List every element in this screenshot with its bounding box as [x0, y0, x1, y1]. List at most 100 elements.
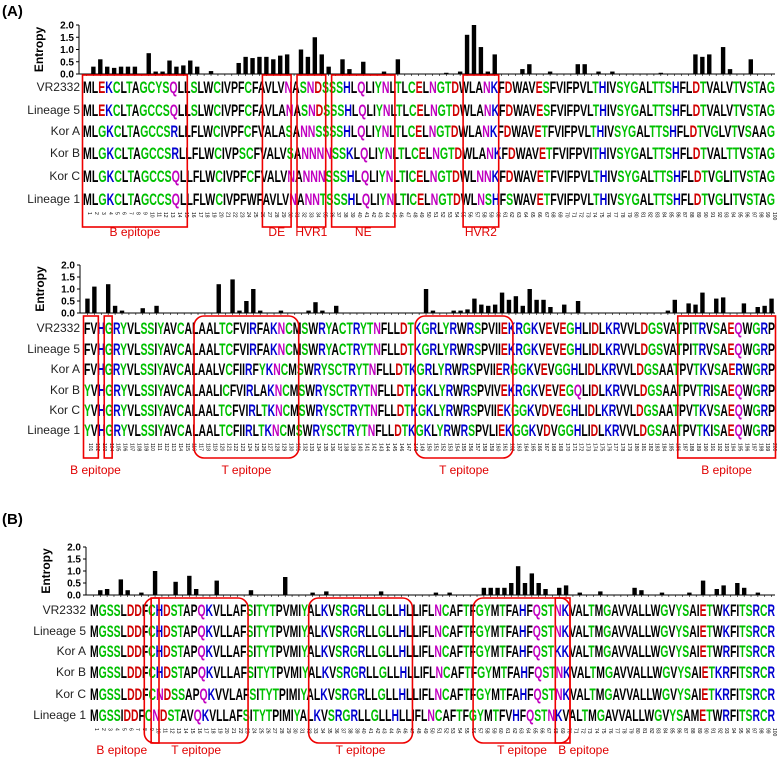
- position-number: 77: [612, 212, 618, 218]
- position-number: 84: [660, 212, 666, 218]
- position-number: 15: [183, 212, 189, 218]
- position-number: 176: [605, 443, 611, 452]
- position-number: 55: [463, 728, 469, 734]
- position-number: 26: [264, 728, 270, 734]
- epitope-label: T epitope: [221, 463, 271, 477]
- row-label: Lineage 1: [27, 423, 80, 437]
- position-number: 154: [453, 443, 459, 452]
- entropy-bar: [230, 279, 235, 313]
- entropy-bar: [91, 66, 96, 74]
- row-label: VR2332: [43, 603, 87, 617]
- position-number: 104: [108, 443, 114, 452]
- position-number: 73: [584, 212, 590, 218]
- position-number: 97: [750, 212, 756, 218]
- position-number: 9: [141, 212, 147, 215]
- position-number: 167: [543, 443, 549, 452]
- position-number: 66: [536, 212, 542, 218]
- position-number: 139: [350, 443, 356, 452]
- entropy-bar: [98, 590, 103, 595]
- position-number: 52: [442, 728, 448, 734]
- position-number: 1: [86, 212, 92, 215]
- entropy-bar: [700, 56, 705, 74]
- sequence-letters: FVHGRYVLSSIYAVCALAALTCFVIRFAKNCMSWRYACTR…: [84, 340, 775, 359]
- position-number: 46: [401, 728, 407, 734]
- row-label: Lineage 5: [27, 342, 80, 356]
- position-number: 33: [308, 212, 314, 218]
- entropy-bar: [153, 71, 158, 74]
- position-number: 49: [422, 728, 428, 734]
- entropy-bar: [139, 592, 144, 595]
- position-number: 163: [515, 443, 521, 452]
- epitope-box: [143, 597, 249, 744]
- position-number: 61: [504, 728, 510, 734]
- entropy-bar: [284, 54, 290, 74]
- epitope-label: HVR2: [465, 225, 497, 239]
- entropy-bar: [244, 301, 249, 313]
- position-number: 6: [127, 728, 133, 731]
- row-label: Kor C: [49, 169, 80, 183]
- entropy-bar: [251, 289, 256, 313]
- position-number: 115: [184, 443, 190, 451]
- position-number: 130: [287, 443, 293, 452]
- sequence-row: Kor B MGSSLDDFCHDSTAPQKVLLAFSITYTPVMIYALK…: [56, 663, 775, 682]
- position-number: 4: [107, 212, 113, 215]
- position-number: 48: [411, 212, 417, 218]
- entropy-bar: [85, 298, 90, 313]
- sequence-letters: MGSSLDDFCHDSTAPQKVLLAFSITYTPVMIYALKVSRGR…: [90, 622, 775, 641]
- entropy-bar: [313, 302, 318, 313]
- position-number: 37: [340, 728, 346, 734]
- y-tick-label: 0.5: [60, 57, 74, 68]
- position-number: 27: [266, 212, 272, 218]
- position-number: 153: [446, 443, 452, 452]
- position-number: 120: [218, 443, 224, 452]
- position-number: 37: [335, 212, 341, 218]
- position-number: 128: [274, 443, 280, 452]
- position-number: 15: [189, 728, 195, 734]
- position-number: 22: [237, 728, 243, 734]
- position-number: 172: [578, 443, 584, 452]
- position-number: 2: [93, 212, 99, 215]
- position-number: 95: [737, 212, 743, 218]
- entropy-bar: [659, 592, 665, 595]
- position-number: 46: [397, 212, 403, 218]
- position-number: 43: [381, 728, 387, 734]
- position-number: 39: [349, 212, 355, 218]
- sequence-row: Kor A FVHGRYVLSSIYAVCALAALVCFIIRFYKNCMSWR…: [51, 360, 775, 379]
- position-number: 59: [487, 212, 493, 218]
- entropy-bar: [118, 66, 124, 74]
- entropy-bar: [548, 307, 553, 313]
- position-number: 161: [502, 443, 508, 452]
- sequence-row: Lineage 5 FVHGRYVLSSIYAVCALAALTCFVIRFAKNC…: [27, 340, 775, 359]
- position-number: 5: [120, 728, 126, 731]
- entropy-bar: [721, 585, 726, 595]
- position-number: 125: [253, 443, 259, 452]
- position-number: 34: [319, 728, 325, 734]
- position-number: 191: [709, 443, 715, 452]
- epitope-label: DE: [268, 225, 285, 239]
- entropy-bar: [92, 286, 97, 313]
- entropy-bar: [320, 310, 325, 313]
- position-number: 64: [525, 728, 531, 734]
- position-number: 99: [764, 728, 770, 734]
- position-number: 29: [285, 728, 291, 734]
- position-number: 162: [509, 443, 515, 452]
- panel-label: (A): [2, 3, 23, 20]
- position-number: 61: [501, 212, 507, 218]
- entropy-bar: [598, 591, 603, 595]
- entropy-axis: 0.00.51.01.52.0 Entropy: [39, 543, 775, 602]
- entropy-bar: [479, 304, 484, 313]
- position-number: 7: [134, 728, 140, 731]
- position-number: 126: [260, 443, 266, 452]
- position-number: 21: [230, 728, 236, 734]
- entropy-bar: [160, 71, 165, 74]
- y-tick-label: 0.0: [67, 591, 81, 602]
- entropy-bar: [735, 583, 740, 595]
- entropy-bar: [444, 72, 449, 74]
- position-number: 78: [619, 212, 625, 218]
- position-number: 75: [598, 212, 604, 218]
- position-number: 89: [696, 728, 702, 734]
- entropy-bar: [283, 577, 288, 595]
- position-number: 72: [579, 728, 585, 734]
- position-number: 16: [196, 728, 202, 734]
- row-label: Lineage 5: [27, 103, 80, 117]
